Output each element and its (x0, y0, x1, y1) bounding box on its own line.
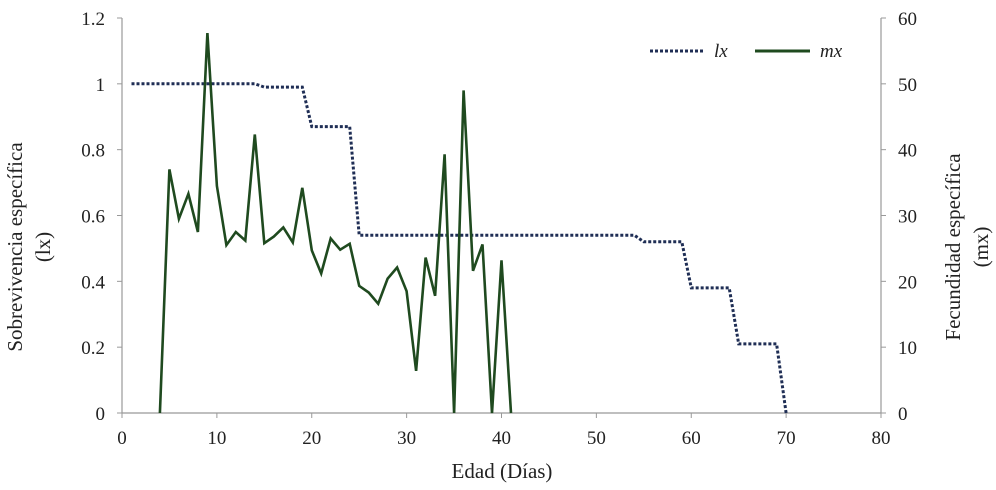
y-left-tick-label: 0.8 (81, 141, 105, 162)
legend-lx-label: lx (714, 41, 728, 62)
y-left-axis-symbol: (lx) (31, 232, 55, 262)
legend-mx-label: mx (820, 41, 843, 62)
x-tick-label: 40 (492, 428, 511, 449)
y-right-tick-label: 50 (898, 75, 917, 96)
y-right-tick-label: 20 (898, 272, 917, 293)
x-tick-label: 30 (397, 428, 416, 449)
y-right-tick-label: 60 (898, 9, 917, 30)
x-tick-label: 0 (117, 428, 127, 449)
series-lx-line (131, 82, 788, 414)
x-tick-label: 80 (872, 428, 891, 449)
y-right-tick-label: 40 (898, 141, 917, 162)
y-right-tick-label: 30 (898, 207, 917, 228)
y-right-tick-label: 10 (898, 338, 917, 359)
series-layer (131, 33, 788, 414)
y-left-axis-title: Sobrevivencia específica (3, 142, 27, 352)
series-mx-line (158, 33, 513, 414)
axes: 0 10 20 30 40 50 60 70 80 0 0.2 0.4 0.6 0.8 1 1.2 0 10 20 3… (81, 9, 917, 449)
y-left-tick-label: 0.4 (81, 272, 105, 293)
y-left-tick-label: 0 (96, 404, 106, 425)
x-tick-label: 70 (777, 428, 796, 449)
x-tick-label: 60 (682, 428, 701, 449)
legend: lx mx (650, 41, 843, 62)
x-tick-label: 50 (587, 428, 606, 449)
y-right-axis-title: Fecundidad específica (941, 153, 965, 341)
x-axis-title: Edad (Días) (452, 459, 553, 483)
y-left-tick-label: 1.2 (81, 9, 105, 30)
y-left-tick-label: 0.6 (81, 207, 105, 228)
y-right-axis-symbol: (mx) (969, 227, 993, 268)
y-left-tick-label: 1 (96, 75, 106, 96)
y-right-tick-label: 0 (898, 404, 908, 425)
y-left-tick-label: 0.2 (81, 338, 105, 359)
x-tick-label: 20 (302, 428, 321, 449)
x-tick-label: 10 (207, 428, 226, 449)
